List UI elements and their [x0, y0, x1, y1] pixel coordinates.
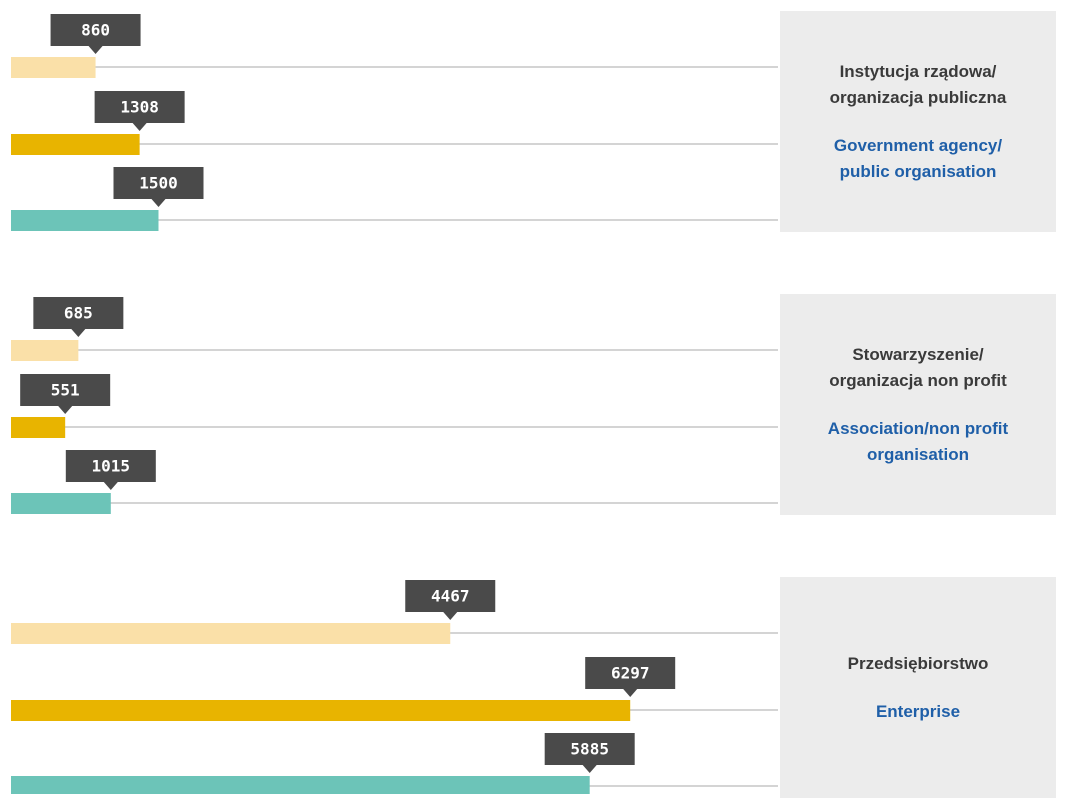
category-box: Przedsiębiorstwo Enterprise: [780, 577, 1056, 798]
value-label: 5885: [570, 740, 609, 759]
bar: [11, 417, 66, 438]
value-label: 1500: [139, 174, 178, 193]
value-label-box: [94, 91, 185, 123]
value-label-pointer: [151, 199, 166, 207]
value-label-box: [113, 167, 204, 199]
bar: [11, 493, 111, 514]
category-translation: Government agency/ public organisation: [833, 135, 1003, 181]
value-label-box: [585, 657, 676, 689]
value-label-box: [33, 297, 124, 329]
category-translation: Enterprise: [875, 701, 961, 721]
value-label-box: [50, 14, 141, 46]
value-label-pointer: [582, 765, 597, 773]
value-label-pointer: [71, 329, 86, 337]
bar: [11, 623, 451, 644]
value-label: 4467: [431, 587, 470, 606]
category-label: Stowarzyszenie/ organizacja non profit: [829, 344, 1007, 390]
value-label-pointer: [88, 46, 103, 54]
value-label: 1015: [92, 457, 131, 476]
bar: [11, 700, 631, 721]
value-label: 1308: [120, 98, 159, 117]
value-label-box: [20, 374, 111, 406]
value-label: 685: [64, 304, 93, 323]
bar: [11, 210, 159, 231]
value-label-box: [65, 450, 156, 482]
value-label-pointer: [623, 689, 638, 697]
value-label: 6297: [611, 664, 650, 683]
category-box: Stowarzyszenie/ organizacja non profit As…: [780, 294, 1056, 515]
value-label-box: [405, 580, 496, 612]
bar: [11, 776, 590, 794]
value-label-pointer: [58, 406, 73, 414]
value-label: 860: [81, 21, 110, 40]
bar: [11, 134, 140, 155]
category-label: Przedsiębiorstwo: [847, 653, 989, 673]
category-label: Instytucja rządowa/ organizacja publiczn…: [829, 61, 1007, 107]
value-label: 551: [51, 381, 80, 400]
bar: [11, 340, 79, 361]
category-translation: Association/non profit organisation: [827, 418, 1009, 464]
value-label-pointer: [103, 482, 118, 490]
bar: [11, 57, 96, 78]
category-box: Instytucja rządowa/ organizacja publiczn…: [780, 11, 1056, 232]
value-label-box: [544, 733, 635, 765]
value-label-pointer: [443, 612, 458, 620]
value-label-pointer: [132, 123, 147, 131]
